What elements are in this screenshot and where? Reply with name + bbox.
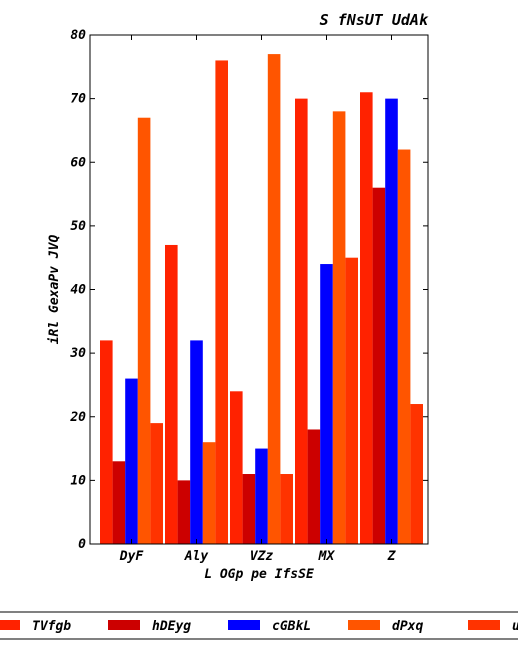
bar-uktre-vzz — [280, 474, 293, 544]
bars-group — [100, 54, 423, 545]
bar-hdeyg-vzz — [242, 474, 256, 544]
y-tick-label: 20 — [69, 410, 86, 425]
bar-dpxq-aly — [202, 442, 216, 544]
legend-swatch-dpxq — [348, 620, 380, 630]
legend-swatch-tvfgb — [0, 620, 20, 630]
bar-uktre-aly — [215, 60, 228, 544]
x-tick-label: DyF — [119, 549, 145, 564]
y-axis: 0 10 20 30 40 50 60 70 80 — [69, 28, 428, 552]
legend-swatch-uktre — [468, 620, 500, 630]
bar-hdeyg-z — [372, 187, 386, 544]
legend-label-cgbkl: cGBkL — [272, 619, 311, 634]
x-tick-label: Aly — [184, 549, 209, 564]
bar-dpxq-vzz — [267, 54, 281, 545]
y-tick-label: 0 — [78, 537, 86, 552]
bar-uktre-dyf — [150, 423, 163, 544]
legend-label-dpxq: dPxq — [392, 619, 423, 634]
bar-tvfgb-mx — [295, 98, 308, 544]
y-tick-label: 50 — [70, 219, 86, 234]
bar-tvfgb-vzz — [230, 391, 243, 544]
bar-uktre-mx — [345, 257, 358, 544]
legend-swatch-cgbkl — [228, 620, 260, 630]
x-tick-label: MX — [318, 549, 336, 564]
y-tick-label: 40 — [70, 283, 86, 298]
legend-label-tvfgb: TVfgb — [32, 619, 71, 634]
bar-cgbkl-dyf — [125, 378, 138, 544]
bar-dpxq-mx — [332, 111, 346, 544]
bar-cgbkl-vzz — [255, 448, 268, 544]
bar-tvfgb-dyf — [100, 340, 113, 544]
y-tick-label: 70 — [70, 92, 86, 107]
legend-label-uktre: uKtRe — [512, 619, 518, 634]
bar-hdeyg-mx — [307, 429, 321, 544]
y-axis-label: iRl GexaPv JVQ — [47, 235, 62, 345]
bar-uktre-z — [410, 404, 423, 544]
y-tick-label: 80 — [70, 28, 86, 43]
legend-swatch-hdeyg — [108, 620, 140, 630]
y-tick-label: 30 — [69, 346, 86, 361]
chart-title: S fNsUT UdAk — [320, 11, 429, 29]
bar-cgbkl-aly — [190, 340, 203, 544]
bar-dpxq-dyf — [137, 117, 151, 545]
x-axis-label: L OGp pe IfsSE — [204, 567, 314, 582]
legend: TVfgb hDEyg cGBkL dPxq uKtRe — [0, 611, 518, 640]
legend-label-hdeyg: hDEyg — [152, 619, 191, 634]
x-tick-label: Z — [387, 549, 397, 564]
bar-dpxq-z — [397, 149, 411, 544]
bar-cgbkl-z — [385, 98, 398, 544]
bar-tvfgb-z — [360, 92, 373, 544]
y-tick-label: 10 — [70, 473, 86, 488]
bar-hdeyg-dyf — [112, 461, 126, 544]
bar-cgbkl-mx — [320, 264, 333, 544]
bar-hdeyg-aly — [177, 480, 191, 544]
bar-tvfgb-aly — [165, 244, 178, 544]
x-axis: DyF Aly VZz MX Z — [119, 35, 397, 564]
y-tick-label: 60 — [70, 155, 86, 170]
x-tick-label: VZz — [250, 549, 274, 564]
